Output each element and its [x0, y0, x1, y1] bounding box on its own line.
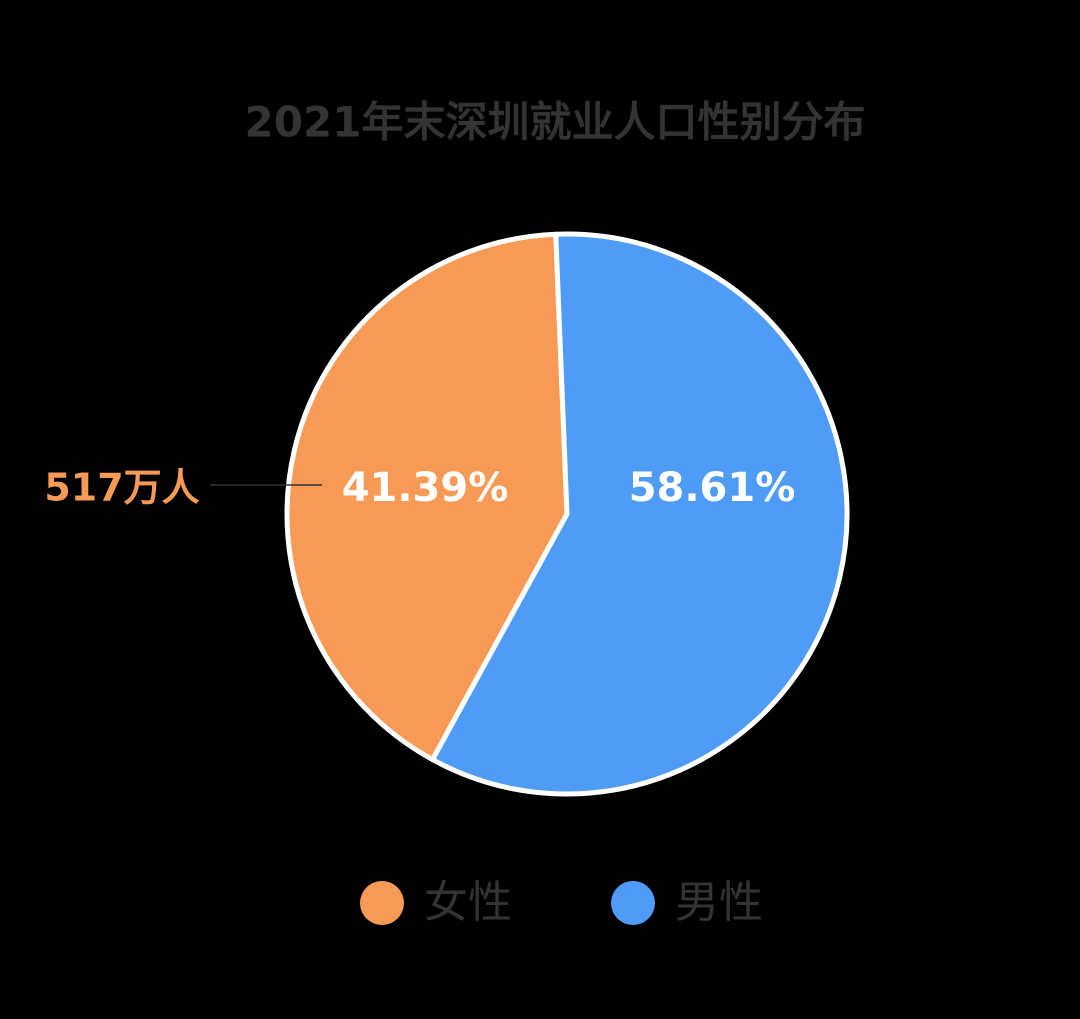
annotation: 517万人	[44, 466, 199, 510]
legend-swatch	[360, 881, 404, 925]
legend-swatch	[611, 881, 655, 925]
pie	[284, 231, 850, 797]
legend-label: 男性	[675, 877, 763, 928]
pie-slice	[284, 231, 570, 763]
value-label: 58.61%	[629, 465, 796, 511]
chart-title: 2021年末深圳就业人口性别分布	[245, 98, 866, 147]
legend-label: 女性	[424, 877, 512, 928]
value-label: 41.39%	[342, 465, 509, 511]
pie-slice	[430, 231, 850, 797]
